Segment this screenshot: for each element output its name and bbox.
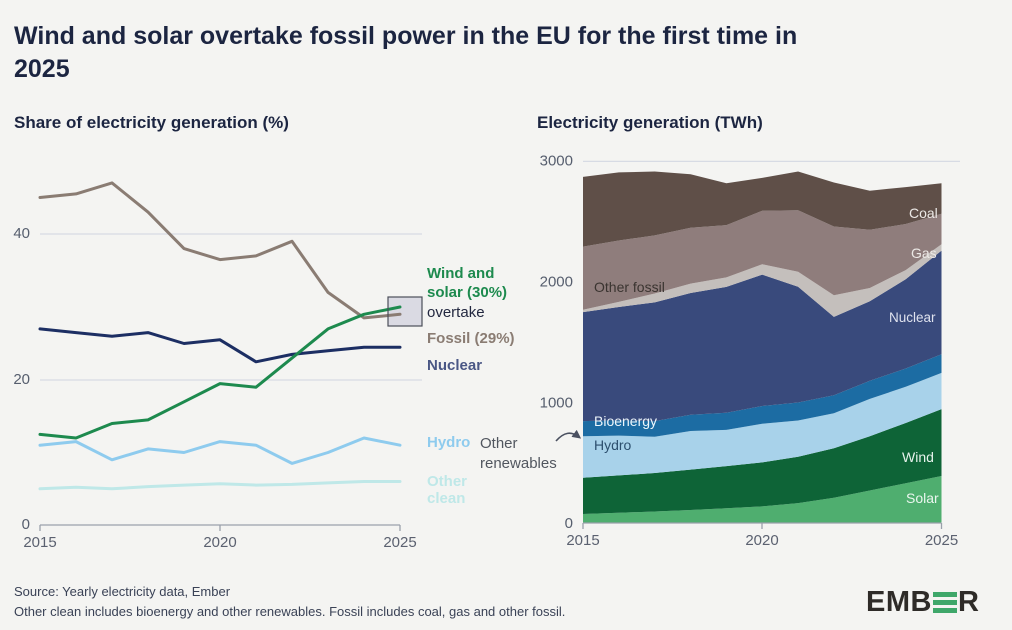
svg-text:2015: 2015	[566, 532, 599, 549]
svg-text:Bioenergy: Bioenergy	[594, 413, 657, 429]
svg-text:2015: 2015	[23, 534, 56, 551]
svg-text:2025: 2025	[925, 532, 958, 549]
svg-text:40: 40	[13, 225, 30, 242]
svg-text:20: 20	[13, 371, 30, 388]
svg-text:2020: 2020	[203, 534, 236, 551]
svg-text:Gas: Gas	[911, 245, 937, 261]
svg-text:Other fossil: Other fossil	[594, 279, 665, 295]
svg-text:2020: 2020	[745, 532, 778, 549]
svg-text:Coal: Coal	[909, 205, 938, 221]
svg-text:3000: 3000	[540, 153, 573, 170]
svg-text:1000: 1000	[540, 395, 573, 412]
svg-text:0: 0	[565, 515, 573, 532]
svg-text:2000: 2000	[540, 274, 573, 291]
svg-text:Solar: Solar	[906, 490, 939, 506]
svg-text:0: 0	[22, 516, 30, 533]
svg-text:Wind: Wind	[902, 449, 934, 465]
svg-text:Nuclear: Nuclear	[889, 310, 936, 325]
svg-text:2025: 2025	[383, 534, 416, 551]
svg-text:Hydro: Hydro	[594, 437, 632, 453]
